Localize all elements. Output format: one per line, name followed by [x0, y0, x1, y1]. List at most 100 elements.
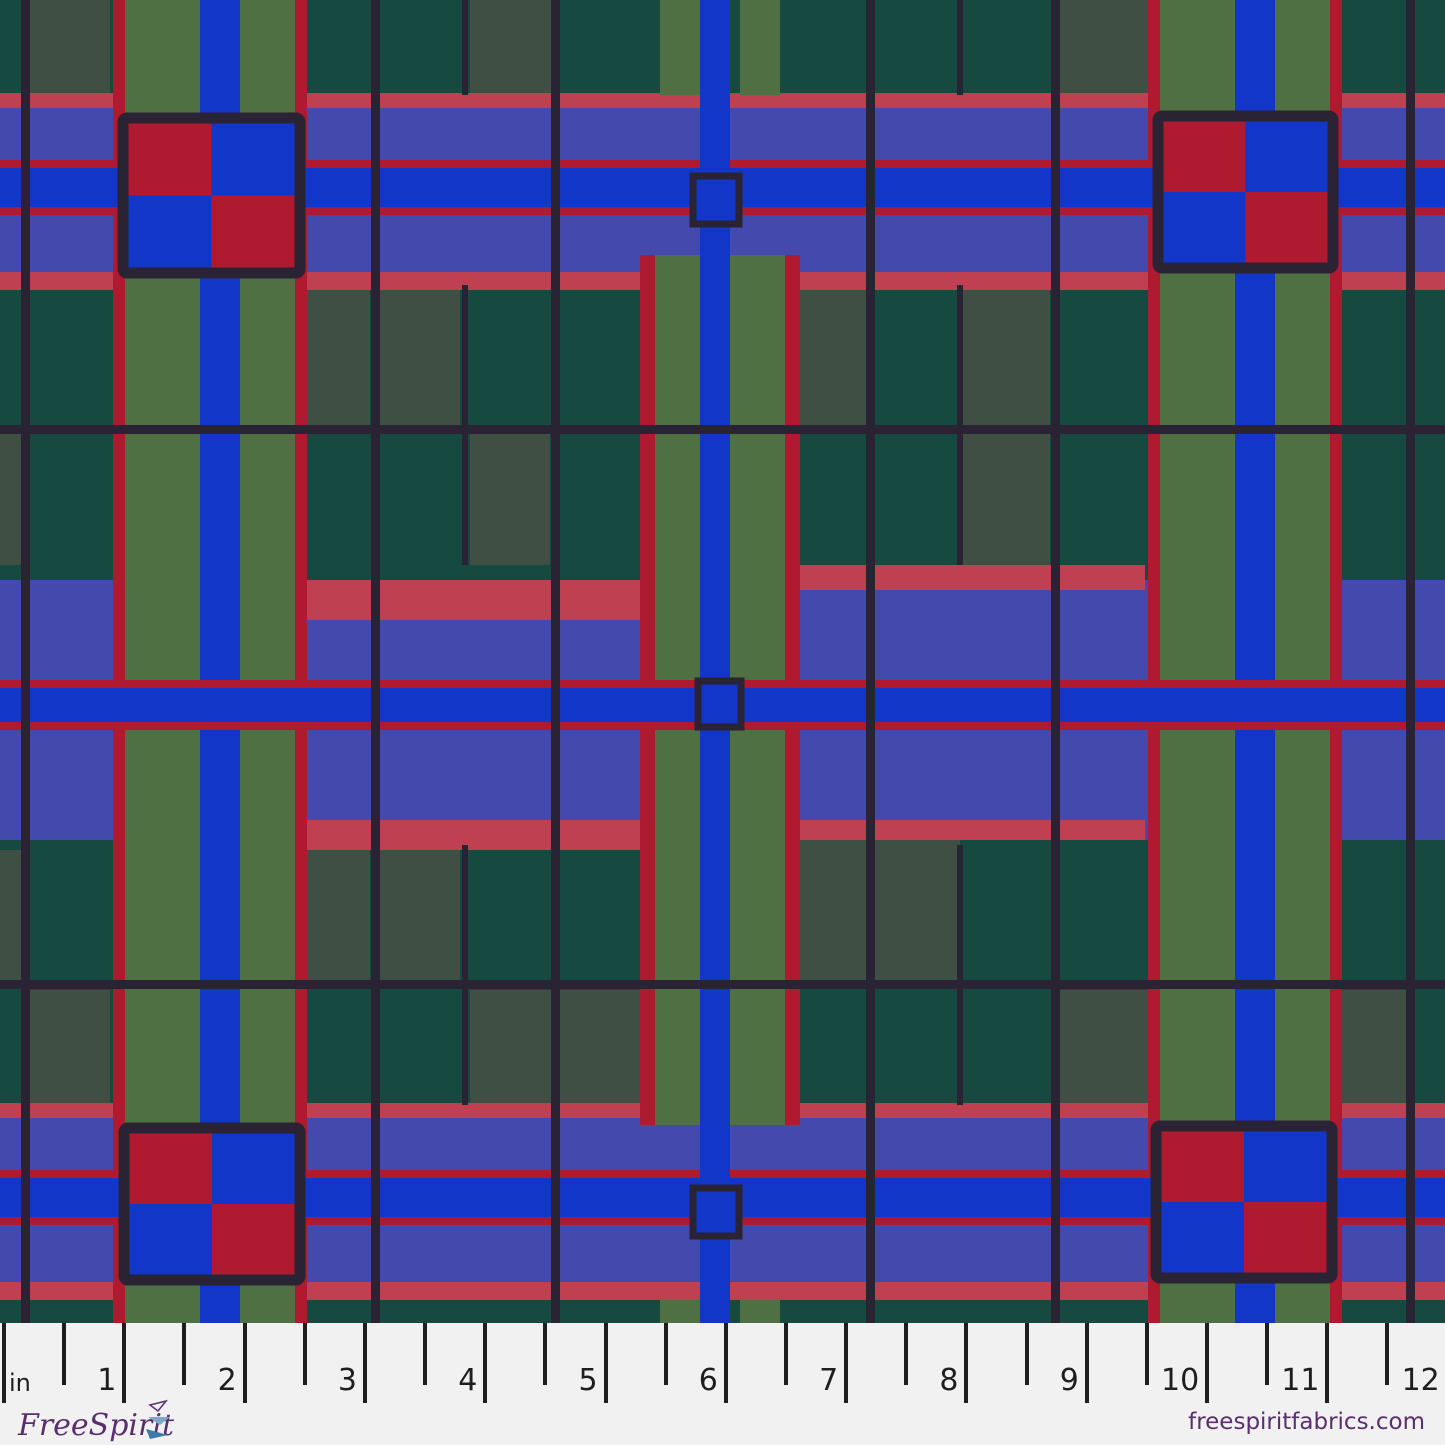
fabric-cell — [0, 850, 25, 980]
fabric-cell — [1340, 990, 1410, 1105]
red-stripe — [1148, 0, 1162, 1323]
fabric-cell — [870, 840, 960, 980]
ruler-number: 2 — [217, 1363, 237, 1398]
ruler-major-tick — [604, 1323, 608, 1403]
red-stripe — [113, 0, 127, 1323]
ruler-major-tick — [483, 1323, 487, 1403]
small-square — [694, 677, 745, 731]
ruler-major-tick — [964, 1323, 968, 1403]
checker-square — [117, 112, 306, 279]
ruler-number: 8 — [939, 1363, 959, 1398]
ruler-half-tick — [303, 1323, 307, 1385]
outline-line — [866, 0, 875, 1323]
fabric-cell — [800, 285, 870, 425]
ruler-number: 7 — [819, 1363, 839, 1398]
ruler-half-tick — [664, 1323, 668, 1385]
outline-line — [957, 285, 963, 565]
checker-cell — [1245, 116, 1333, 192]
fabric-cell — [30, 0, 110, 95]
outline-line — [957, 845, 963, 1105]
ruler-half-tick — [1385, 1323, 1389, 1385]
ruler-half-tick — [1025, 1323, 1029, 1385]
checker-cell — [124, 1204, 212, 1280]
checker-cell — [212, 1128, 300, 1204]
outline-line — [1406, 0, 1415, 1323]
fabric-cell — [380, 290, 460, 425]
plaid-fabric-pattern — [0, 0, 1445, 1323]
outline-line — [462, 285, 468, 565]
checker-cell — [1156, 1202, 1244, 1278]
ruler-half-tick — [1265, 1323, 1269, 1385]
outline-line — [21, 0, 30, 1323]
fabric-cell — [30, 990, 110, 1105]
ruler-half-tick — [62, 1323, 66, 1385]
website-url: freespiritfabrics.com — [1188, 1409, 1425, 1435]
ruler-number: 4 — [458, 1363, 478, 1398]
fabric-cell — [960, 290, 1050, 425]
checker-square — [1150, 1120, 1338, 1284]
ruler-major-tick — [363, 1323, 367, 1403]
ruler-major-tick — [122, 1323, 126, 1403]
ruler-number: 12 — [1401, 1363, 1440, 1398]
checker-cell — [1158, 192, 1246, 268]
ruler-number: 10 — [1161, 1363, 1200, 1398]
fabric-cell — [470, 0, 555, 95]
fabric-cell — [300, 850, 370, 980]
outline-line — [462, 845, 468, 1105]
outline-line — [1051, 0, 1060, 1323]
checker-cell — [211, 195, 300, 273]
checker-cell — [123, 195, 212, 273]
green-column — [660, 0, 700, 95]
outline-line — [462, 0, 468, 95]
outline-line — [551, 0, 560, 1323]
ruler-number: 1 — [97, 1363, 117, 1398]
ruler-number: 11 — [1281, 1363, 1320, 1398]
outline-line — [0, 980, 1445, 989]
fabric-cell — [960, 430, 1050, 565]
svg-text:FreeSpirit: FreeSpirit — [17, 1408, 175, 1443]
rose-stripe — [800, 565, 1145, 590]
fabric-cell — [1060, 0, 1160, 95]
ruler-half-tick — [784, 1323, 788, 1385]
checker-cell — [1156, 1126, 1244, 1202]
checker-cell — [123, 118, 212, 196]
checker-cell — [212, 1204, 300, 1280]
small-square — [689, 1184, 743, 1240]
fabric-cell — [470, 430, 550, 565]
ruler-unit-label: in — [9, 1369, 31, 1397]
outline-line — [957, 0, 963, 95]
ruler-major-tick — [724, 1323, 728, 1403]
ruler-number: 3 — [337, 1363, 357, 1398]
checker-cell — [1158, 116, 1246, 192]
ruler-major-tick — [1205, 1323, 1209, 1403]
checker-cell — [1244, 1126, 1332, 1202]
outline-line — [0, 425, 1445, 434]
checker-square — [1152, 110, 1339, 274]
ruler-half-tick — [182, 1323, 186, 1385]
fabric-cell — [0, 430, 25, 565]
ruler-number: 5 — [578, 1363, 598, 1398]
fabric-cell — [560, 990, 640, 1105]
checker-cell — [1245, 192, 1333, 268]
ruler-half-tick — [423, 1323, 427, 1385]
checker-cell — [211, 118, 300, 196]
ruler-major-tick — [844, 1323, 848, 1403]
ruler-major-tick — [1085, 1323, 1089, 1403]
ruler-major-tick — [243, 1323, 247, 1403]
checker-square — [118, 1122, 306, 1286]
ruler-major-tick — [1325, 1323, 1329, 1403]
fabric-cell — [800, 840, 870, 980]
green-column — [740, 1300, 780, 1323]
green-column — [660, 1300, 700, 1323]
ruler-major-tick — [2, 1323, 6, 1403]
fabric-cell — [300, 285, 370, 425]
ruler-half-tick — [1145, 1323, 1149, 1385]
small-square — [689, 172, 743, 228]
red-stripe — [1330, 0, 1342, 1323]
ruler-number: 9 — [1059, 1363, 1079, 1398]
outline-line — [371, 0, 380, 1323]
freespirit-logo: FreeSpirit — [17, 1399, 175, 1443]
rose-stripe — [300, 580, 640, 620]
